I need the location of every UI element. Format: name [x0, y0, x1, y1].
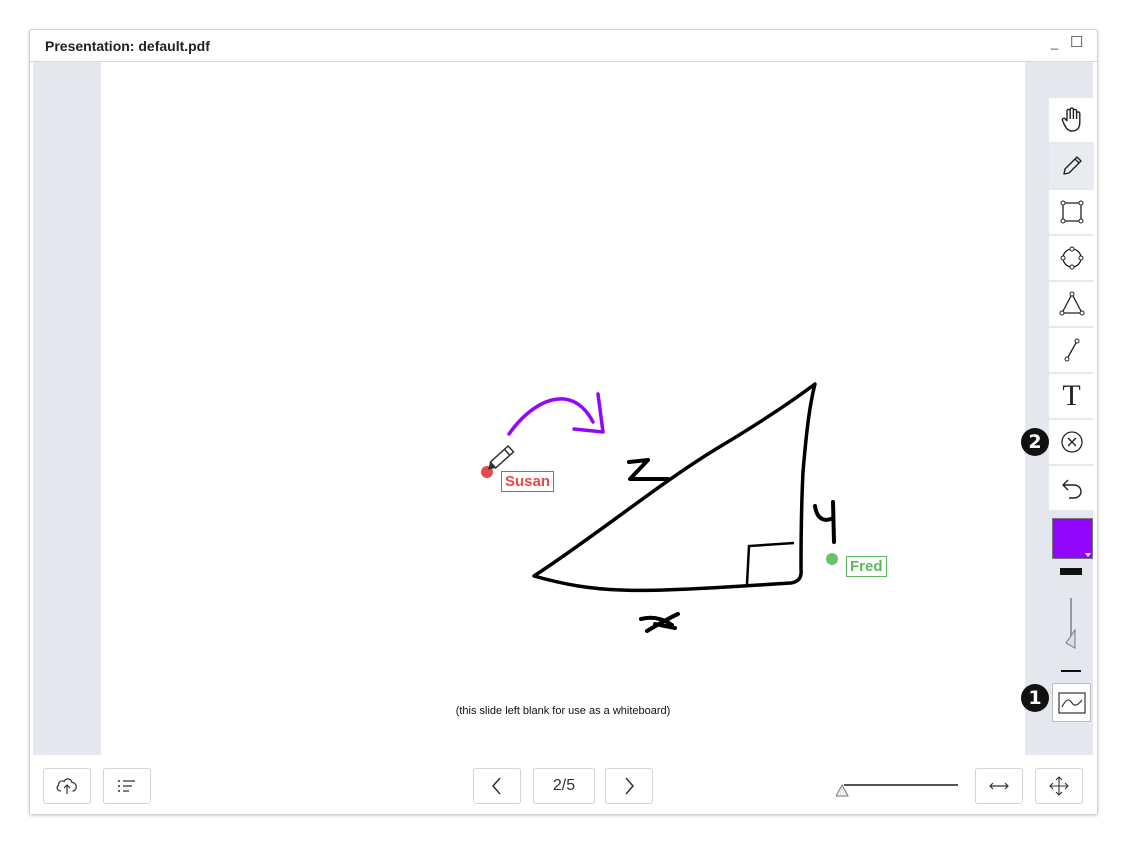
pencil-icon [1062, 156, 1082, 175]
right-angle-marker [745, 541, 795, 585]
text-icon: T [1062, 379, 1081, 412]
z-label [627, 458, 670, 481]
rectangle-tool-button[interactable] [1049, 190, 1094, 235]
hand-icon [1061, 107, 1080, 132]
presentation-stage: Susan Fred (this slide left blank for us… [33, 62, 1094, 755]
maximize-button[interactable]: ☐ [1070, 34, 1084, 51]
fred-cursor-label: Fred [846, 556, 887, 577]
cloud-upload-icon [56, 778, 77, 794]
previous-slide-button[interactable] [473, 768, 521, 804]
thick-line-indicator [1060, 568, 1082, 575]
zoom-slider[interactable] [836, 774, 960, 798]
triangle-drawing [532, 382, 817, 593]
slide-caption: (this slide left blank for use as a whit… [455, 705, 671, 717]
ellipse-icon [1060, 246, 1083, 270]
y-label [813, 500, 836, 544]
text-tool-button[interactable]: T [1049, 374, 1094, 419]
clear-tool-button[interactable] [1049, 420, 1094, 465]
presentation-window: Presentation: default.pdf _ ☐ [29, 29, 1098, 815]
callout-badge-1: 1 [1021, 684, 1049, 712]
undo-tool-button[interactable] [1049, 466, 1094, 511]
whiteboard-drawing [481, 382, 838, 633]
presentation-bottom-bar: 2/5 [30, 756, 1097, 814]
title-bar: Presentation: default.pdf _ ☐ [30, 30, 1097, 62]
hand-tool-button[interactable] [1049, 98, 1094, 143]
x-label [639, 612, 680, 633]
pencil-tool-button[interactable] [1049, 144, 1094, 189]
next-slide-button[interactable] [605, 768, 653, 804]
triangle-tool-button[interactable] [1049, 282, 1094, 327]
smooth-line-icon [1057, 691, 1086, 714]
window-title: Presentation: default.pdf [45, 38, 210, 54]
slide-list-button[interactable] [103, 768, 151, 804]
thin-line-indicator [1061, 670, 1081, 672]
chevron-left-icon [492, 777, 501, 795]
pencil-cursor [487, 444, 515, 470]
page-indicator[interactable]: 2/5 [533, 768, 595, 804]
purple-arrow [507, 392, 605, 436]
minimize-button[interactable]: _ [1051, 35, 1059, 50]
clear-icon [1060, 431, 1083, 453]
undo-icon [1061, 479, 1082, 499]
upload-button[interactable] [43, 768, 91, 804]
whiteboard-slide[interactable]: Susan Fred (this slide left blank for us… [101, 62, 1025, 755]
fred-cursor-dot [826, 553, 838, 565]
line-tool-button[interactable] [1049, 328, 1094, 373]
smooth-line-button[interactable] [1052, 683, 1091, 722]
move-icon [1049, 776, 1069, 796]
callout-badge-2: 2 [1021, 428, 1049, 456]
triangle-icon [1059, 291, 1084, 316]
line-icon [1064, 338, 1079, 362]
slide-list-icon [118, 780, 135, 792]
thickness-slider[interactable] [1063, 596, 1079, 654]
fit-width-icon [989, 782, 1009, 790]
chevron-right-icon [625, 777, 634, 795]
fit-page-button[interactable] [1035, 768, 1083, 804]
rectangle-icon [1060, 200, 1083, 224]
ellipse-tool-button[interactable] [1049, 236, 1094, 281]
pen-color-swatch[interactable] [1052, 518, 1093, 559]
fit-width-button[interactable] [975, 768, 1023, 804]
susan-cursor-label: Susan [501, 471, 555, 492]
